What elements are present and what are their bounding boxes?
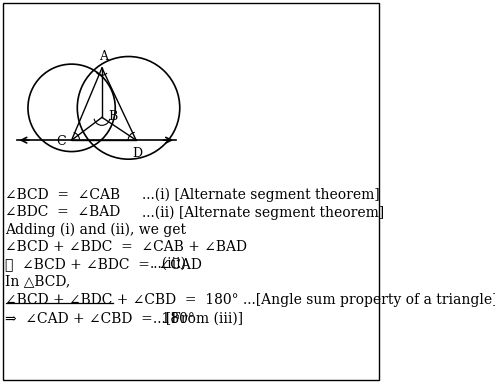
Text: ∠BCD  =  ∠CAB: ∠BCD = ∠CAB xyxy=(5,188,120,202)
Text: ∠BCD + ∠BDC  =  ∠CAB + ∠BAD: ∠BCD + ∠BDC = ∠CAB + ∠BAD xyxy=(5,240,247,254)
Text: In △BCD,: In △BCD, xyxy=(5,274,70,288)
Text: ∴  ∠BCD + ∠BDC  =  ∠CAD: ∴ ∠BCD + ∠BDC = ∠CAD xyxy=(5,257,202,271)
Text: B: B xyxy=(108,110,117,123)
Text: ...(i) [Alternate segment theorem]: ...(i) [Alternate segment theorem] xyxy=(142,188,380,203)
Text: ...(ii) [Alternate segment theorem]: ...(ii) [Alternate segment theorem] xyxy=(142,205,384,219)
Text: ...[From (iii)]: ...[From (iii)] xyxy=(153,312,244,326)
Text: ⇒  ∠CAD + ∠CBD  =  180°: ⇒ ∠CAD + ∠CBD = 180° xyxy=(5,312,195,326)
Text: ...(iii): ...(iii) xyxy=(149,257,187,271)
Text: A: A xyxy=(99,50,108,63)
Text: ∠BCD + ∠BDC + ∠CBD  =  180° ...[Angle sum property of a triangle]: ∠BCD + ∠BDC + ∠CBD = 180° ...[Angle sum … xyxy=(5,293,495,307)
Text: ∠BDC  =  ∠BAD: ∠BDC = ∠BAD xyxy=(5,205,120,219)
Text: Adding (i) and (ii), we get: Adding (i) and (ii), we get xyxy=(5,222,186,237)
Text: D: D xyxy=(133,147,143,160)
Text: C: C xyxy=(56,135,65,148)
